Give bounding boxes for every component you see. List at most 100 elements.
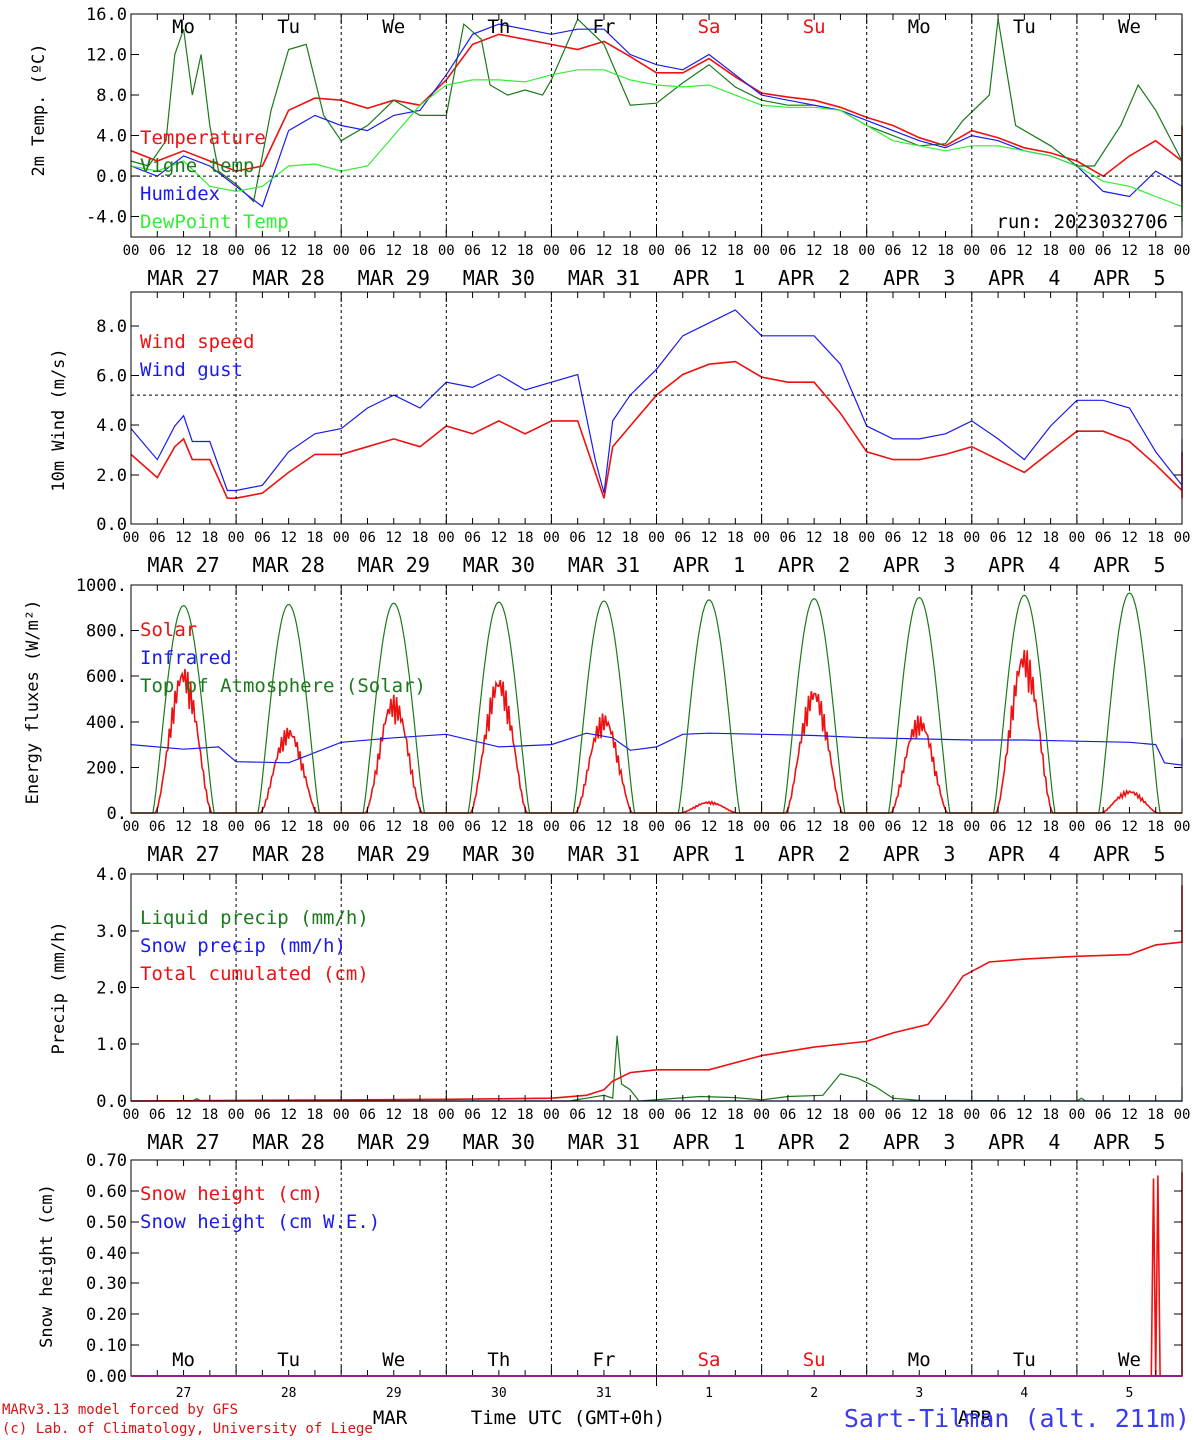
hour-tick-label: 18 (832, 530, 849, 546)
date-label: MAR 31 (568, 1130, 640, 1154)
hour-tick-label: 00 (228, 1107, 245, 1123)
bottom-day-number: 31 (596, 1386, 612, 1401)
y-tick-label: 0.0 (96, 1092, 127, 1112)
y-tick-label: 2.0 (96, 979, 127, 999)
hour-tick-label: 06 (569, 819, 586, 835)
date-label: MAR 28 (253, 553, 325, 577)
hour-tick-label: 00 (1068, 530, 1085, 546)
date-label: APR 2 (778, 842, 850, 866)
hour-tick-label: 06 (990, 530, 1007, 546)
hour-tick-label: 00 (333, 819, 350, 835)
hour-tick-label: 00 (123, 1107, 140, 1123)
y-tick-label: 0.20 (86, 1305, 127, 1325)
y-tick-label: 0.50 (86, 1213, 127, 1233)
hour-tick-label: 06 (885, 243, 902, 259)
day-abbrev-label: Tu (277, 16, 300, 38)
hour-tick-label: 12 (806, 819, 823, 835)
hour-tick-label: 06 (359, 819, 376, 835)
date-label: MAR 31 (568, 553, 640, 577)
hour-tick-label: 18 (832, 819, 849, 835)
day-abbrev-label: Su (803, 16, 826, 38)
hour-tick-label: 18 (1147, 243, 1164, 259)
date-label: MAR 28 (253, 266, 325, 290)
hour-tick-label: 12 (175, 819, 192, 835)
legend-wind-speed: Wind speed (140, 331, 254, 353)
date-label: APR 5 (1093, 842, 1165, 866)
hour-tick-label: 12 (911, 819, 928, 835)
hour-tick-label: 00 (1174, 243, 1191, 259)
hour-tick-label: 18 (937, 819, 954, 835)
bottom-day-number: 28 (281, 1386, 297, 1401)
hour-tick-label: 00 (228, 530, 245, 546)
energy-series-1 (130, 732, 1183, 766)
hour-tick-label: 12 (280, 819, 297, 835)
hour-tick-label: 06 (254, 243, 271, 259)
y-tick-label: 8.0 (96, 86, 127, 106)
hour-tick-label: 18 (517, 243, 534, 259)
date-label: MAR 30 (463, 553, 535, 577)
y-tick-label: 6.0 (96, 367, 127, 387)
hour-tick-label: 18 (622, 1107, 639, 1123)
hour-tick-label: 00 (648, 819, 665, 835)
y-tick-label: 0.10 (86, 1336, 127, 1356)
hour-tick-label: 06 (885, 1107, 902, 1123)
day-abbrev-label: Su (803, 1349, 826, 1371)
hour-tick-label: 00 (1174, 819, 1191, 835)
hour-tick-label: 06 (464, 243, 481, 259)
hour-tick-label: 12 (490, 1107, 507, 1123)
wind-legend: Wind speed Wind gust (140, 331, 254, 381)
energy-panel: 1000.800.600.400.200.0.00 06 12 18 00 06 12 18 0… (23, 576, 1190, 866)
day-abbrev-label: Sa (698, 16, 721, 38)
legend-infrared: Infrared (140, 647, 232, 669)
hour-tick-label: 18 (832, 243, 849, 259)
hour-tick-label: 18 (517, 530, 534, 546)
hour-tick-label: 12 (911, 530, 928, 546)
date-label: MAR 31 (568, 842, 640, 866)
month-label-mar: MAR (373, 1407, 408, 1429)
date-label: APR 2 (778, 266, 850, 290)
hour-tick-label: 12 (596, 819, 613, 835)
hour-tick-label: 18 (727, 530, 744, 546)
hour-tick-label: 06 (779, 819, 796, 835)
day-abbrev-label: Sa (698, 1349, 721, 1371)
hour-tick-label: 00 (963, 1107, 980, 1123)
legend-toa-solar: Top of Atmosphere (Solar) (140, 675, 426, 697)
hour-tick-label: 00 (753, 530, 770, 546)
legend-wind-gust: Wind gust (140, 359, 243, 381)
legend-solar: Solar (140, 619, 197, 641)
hour-tick-label: 00 (438, 243, 455, 259)
bottom-day-number: 27 (176, 1386, 192, 1401)
day-abbrev-label: Mo (172, 16, 195, 38)
hour-tick-label: 12 (385, 819, 402, 835)
legend-vigne-temp: Vigne temp (140, 155, 254, 177)
legend-liquid-precip: Liquid precip (mm/h) (140, 907, 369, 929)
hour-tick-label: 18 (306, 1107, 323, 1123)
date-label: MAR 31 (568, 266, 640, 290)
hour-tick-label: 12 (596, 530, 613, 546)
date-label: APR 1 (673, 842, 745, 866)
hour-tick-label: 06 (990, 819, 1007, 835)
hour-tick-label: 12 (701, 530, 718, 546)
precip-axis-label: Precip (mm/h) (49, 921, 69, 1054)
time-axis-label: Time UTC (GMT+0h) (471, 1407, 665, 1429)
hour-tick-label: 18 (201, 530, 218, 546)
hour-tick-label: 00 (858, 1107, 875, 1123)
temperature-panel: 16.0 12.0 8.0 4.0 0.0 -4.0 00 06 12 18 00 06 12 18 00 0… (29, 5, 1190, 290)
hour-tick-label: 18 (622, 819, 639, 835)
hour-tick-label: 18 (306, 530, 323, 546)
date-label: MAR 28 (253, 1130, 325, 1154)
temperature-frame: 16.0 12.0 8.0 4.0 0.0 -4.0 00 06 12 18 00 06 12 18 00 0… (86, 5, 1190, 290)
date-label: MAR 29 (358, 266, 430, 290)
hour-tick-label: 12 (385, 243, 402, 259)
y-tick-label: 0.0 (96, 515, 127, 535)
hour-tick-label: 06 (674, 243, 691, 259)
y-tick-label: 0.40 (86, 1244, 127, 1264)
hour-tick-label: 12 (490, 819, 507, 835)
date-label: APR 5 (1093, 553, 1165, 577)
date-label: APR 3 (883, 266, 955, 290)
y-tick-label: 8.0 (96, 317, 127, 337)
date-label: MAR 27 (147, 1130, 219, 1154)
hour-tick-label: 12 (385, 530, 402, 546)
hour-tick-label: 06 (1095, 530, 1112, 546)
day-abbrev-label: Th (487, 1349, 510, 1371)
